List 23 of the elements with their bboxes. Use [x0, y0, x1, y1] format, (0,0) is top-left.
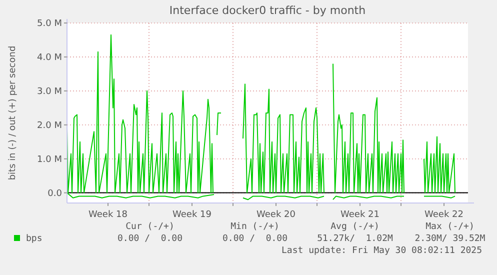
y-tick-label: 0.0 [48, 188, 62, 199]
text: Last update: Fri May 30 08:02:11 2025 [282, 246, 482, 256]
text: 51.27k/ 1.02M [317, 234, 394, 244]
text: 0.00 / 0.00 [222, 234, 288, 244]
x-tick-label: Week 18 [88, 210, 128, 220]
x-tick-label: Week 21 [340, 210, 380, 220]
x-tick-label: Week 20 [256, 210, 296, 220]
legend-label: bps [26, 234, 42, 244]
chart-title: Interface docker0 traffic - by month [169, 4, 366, 17]
text: Min (-/+) [230, 222, 280, 232]
x-tick-label: Week 22 [424, 210, 464, 220]
text: 2.30M/ 39.52M [414, 234, 486, 244]
x-tick-label: Week 19 [172, 210, 212, 220]
text: Cur (-/+) [126, 222, 174, 232]
y-tick-label: 5.0 M [37, 19, 62, 30]
y-tick-label: 4.0 M [37, 53, 62, 64]
y-axis-title: bits in (-) / out (+) per second [8, 46, 18, 180]
text: Max (-/+) [426, 222, 474, 232]
y-tick-label: 1.0 M [37, 155, 62, 165]
text: Avg (-/+) [330, 222, 380, 232]
text: 0.00 / 0.00 [117, 234, 183, 244]
y-tick-label: 2.0 M [37, 121, 62, 132]
y-tick-label: 3.0 M [37, 87, 62, 98]
